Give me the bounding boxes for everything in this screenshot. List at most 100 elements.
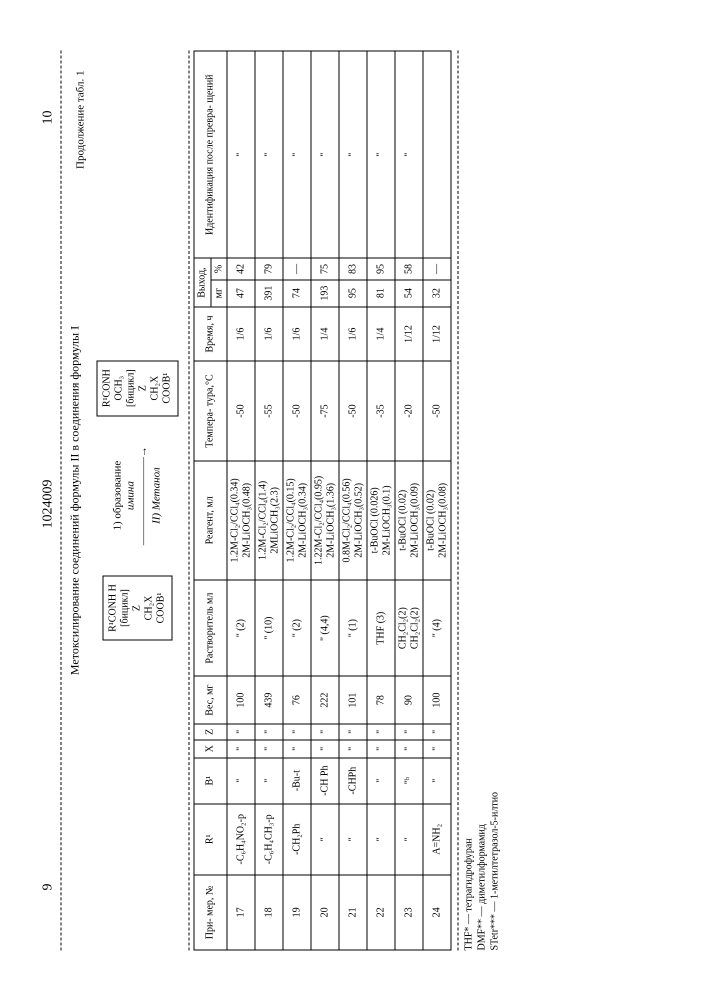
table-cell: 1/6 xyxy=(227,307,255,362)
table-cell: 1/6 xyxy=(283,307,311,362)
table-cell: 23 xyxy=(395,875,423,950)
table-cell: 78 xyxy=(367,676,395,723)
table-cell: " xyxy=(423,724,451,740)
table-cell: " xyxy=(367,758,395,804)
col-solvent: Растворитель мл xyxy=(194,580,227,677)
table-cell: " xyxy=(255,740,283,758)
table-cell: 24 xyxy=(423,875,451,950)
reaction-arrow: 1) образование имина ————————→ II) Метан… xyxy=(111,446,164,545)
table-cell: t-BuOCl (0.026) 2M-LiOCH₃(0.1) xyxy=(367,461,395,580)
col-r1: R¹ xyxy=(194,804,227,875)
table-cell: CH₂Cl₂(2) CH₂Cl₂(2) xyxy=(395,580,423,677)
table-cell: 22 xyxy=(367,875,395,950)
table-cell: THF (3) xyxy=(367,580,395,677)
table-cell: 19 xyxy=(283,875,311,950)
table-cell: 76 xyxy=(283,676,311,723)
table-cell: " xyxy=(283,724,311,740)
table-cell: 222 xyxy=(311,676,339,723)
table-cell: 18 xyxy=(255,875,283,950)
table-cell: 58 xyxy=(395,258,423,279)
page-num-right: 10 xyxy=(40,111,56,125)
table-cell: -CH₂Ph xyxy=(283,804,311,875)
table-cell: " (2) xyxy=(283,580,311,677)
table-cell: 100 xyxy=(227,676,255,723)
table-cell: 95 xyxy=(339,280,367,307)
table-cell: " xyxy=(255,724,283,740)
footnotes: THF* — тетрагидрофуран DMF** — диметилфо… xyxy=(457,51,501,951)
table-cell: 20 xyxy=(311,875,339,950)
col-time: Время, ч xyxy=(194,307,227,362)
table-cell: 21 xyxy=(339,875,367,950)
table-cell: " xyxy=(339,804,367,875)
table-cell: " xyxy=(255,758,283,804)
table-cell: 1/6 xyxy=(339,307,367,362)
table-cell: " xyxy=(227,51,255,258)
table-cell: " xyxy=(311,804,339,875)
table-cell: 75 xyxy=(311,258,339,279)
col-b1: B¹ xyxy=(194,758,227,804)
table-cell: " (1) xyxy=(339,580,367,677)
table-row: 22""""78THF (3)t-BuOCl (0.026) 2M-LiOCH₃… xyxy=(367,51,395,950)
table-cell: 1/12 xyxy=(423,307,451,362)
table-cell: 1.2M-Cl₂/CCl₄(1.4) 2MLiOCH₃(2.3) xyxy=(255,461,283,580)
table-cell: -75 xyxy=(311,361,339,461)
table-cell: 439 xyxy=(255,676,283,723)
table-cell: -50 xyxy=(227,361,255,461)
table-cell: 193 xyxy=(311,280,339,307)
table-cell: 1/4 xyxy=(367,307,395,362)
table-row: 23""ᵇ""90CH₂Cl₂(2) CH₂Cl₂(2)t-BuOCl (0.0… xyxy=(395,51,423,950)
data-table: При- мер, № R¹ B¹ X Z Вес, мг Растворите… xyxy=(193,51,451,951)
table-cell: 1/4 xyxy=(311,307,339,362)
table-cell: " xyxy=(423,758,451,804)
table-cell: 101 xyxy=(339,676,367,723)
table-cell: -Bu-t xyxy=(283,758,311,804)
table-cell: -CH Ph xyxy=(311,758,339,804)
table-cell: 17 xyxy=(227,875,255,950)
col-yield-mg: мг xyxy=(210,280,227,307)
table-cell: " (2) xyxy=(227,580,255,677)
table-row: 19-CH₂Ph-Bu-t""76" (2)1.2M-Cl₂/CCl₄(0.15… xyxy=(283,51,311,950)
table-cell: " xyxy=(227,758,255,804)
table-cell: — xyxy=(283,258,311,279)
table-cell: -50 xyxy=(423,361,451,461)
col-ident: Идентификация после превра- щений xyxy=(194,51,227,258)
table-cell: 90 xyxy=(395,676,423,723)
table-cell: " xyxy=(227,740,255,758)
col-z: Z xyxy=(194,724,227,740)
table-cell: " xyxy=(311,51,339,258)
table-cell: " xyxy=(311,740,339,758)
col-weight: Вес, мг xyxy=(194,676,227,723)
table-cell: " xyxy=(423,740,451,758)
footnote-3: STetr*** — 1-метилтетразол-5-илтио xyxy=(488,51,501,951)
table-cell: 79 xyxy=(255,258,283,279)
table-cell: " xyxy=(367,804,395,875)
col-yield: Выход, xyxy=(194,258,211,306)
table-cell: 1.2M-Cl₂/CCl₄(0.15) 2M-LiOCH₃(0.34) xyxy=(283,461,311,580)
table-cell: " (4) xyxy=(423,580,451,677)
table-row: 17-C₆H₄NO₂-p"""100" (2)1.2M-Cl₂/CCl₄(0.3… xyxy=(227,51,255,950)
table-cell: -CHPh xyxy=(339,758,367,804)
table-row: 24A=NH₂"""100" (4)t-BuOCl (0.02) 2M-LiOC… xyxy=(423,51,451,950)
table-cell: 1/6 xyxy=(255,307,283,362)
page-num-left: 9 xyxy=(40,884,56,891)
table-header-row: При- мер, № R¹ B¹ X Z Вес, мг Растворите… xyxy=(194,51,211,950)
table-cell: 32 xyxy=(423,280,451,307)
table-cell: 47 xyxy=(227,280,255,307)
table-cell: " xyxy=(227,724,255,740)
col-primer: При- мер, № xyxy=(194,875,227,950)
table-cell: 54 xyxy=(395,280,423,307)
table-cell: 391 xyxy=(255,280,283,307)
table-cell: — xyxy=(423,258,451,279)
col-temp: Темпера- тура,°С xyxy=(194,361,227,461)
table-row: 21"-CHPh""101" (1)0.8M-Cl₂/CCl₄(0.56) 2M… xyxy=(339,51,367,950)
table-cell: -C₆H₄CH₃-p xyxy=(255,804,283,875)
table-cell: " xyxy=(339,740,367,758)
table-cell: 1/12 xyxy=(395,307,423,362)
table-cell: " xyxy=(339,51,367,258)
table-cell: -35 xyxy=(367,361,395,461)
table-cell: " (10) xyxy=(255,580,283,677)
table-cell: -50 xyxy=(283,361,311,461)
table-cell: -55 xyxy=(255,361,283,461)
table-cell: " xyxy=(283,740,311,758)
table-cell: " xyxy=(283,51,311,258)
